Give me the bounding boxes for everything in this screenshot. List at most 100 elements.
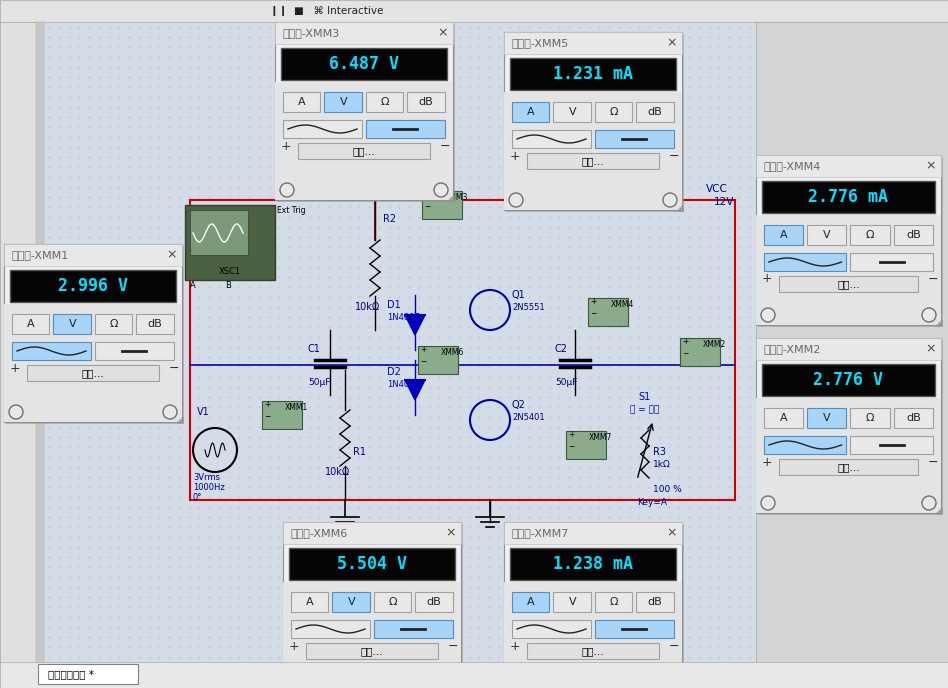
Text: XMM5: XMM5 [533, 133, 556, 142]
Text: 设置...: 设置... [582, 156, 604, 166]
Bar [291, 620, 370, 638]
Bar [12, 342, 91, 360]
Text: R1: R1 [353, 447, 366, 457]
Text: B: B [225, 281, 231, 290]
Bar [636, 102, 674, 122]
Bar [185, 205, 275, 280]
Bar [764, 253, 847, 271]
Text: D1: D1 [387, 300, 401, 310]
Text: +: + [762, 272, 773, 286]
Text: 2.776 V: 2.776 V [813, 371, 884, 389]
Bar [566, 431, 606, 459]
Text: −: − [590, 309, 596, 318]
Text: 1kΩ: 1kΩ [653, 460, 671, 469]
Bar [527, 643, 659, 659]
Bar [850, 436, 933, 454]
Text: R3: R3 [653, 447, 666, 457]
Bar [44, 22, 756, 664]
Bar [512, 102, 550, 122]
Bar [756, 22, 948, 664]
Text: A: A [190, 281, 195, 290]
Text: −: − [420, 357, 427, 366]
Bar [283, 92, 320, 112]
Bar [4, 304, 182, 422]
Text: −: − [928, 272, 939, 286]
Circle shape [509, 193, 523, 207]
Text: ×: × [666, 36, 677, 50]
Bar [894, 408, 933, 428]
Bar [554, 592, 591, 612]
Text: A: A [527, 107, 535, 117]
Bar [588, 298, 628, 326]
Bar [504, 92, 682, 210]
Bar [283, 582, 461, 685]
Circle shape [761, 308, 775, 322]
Text: 12V: 12V [714, 197, 735, 207]
Text: VCC: VCC [706, 184, 728, 194]
Text: XMM2: XMM2 [703, 340, 726, 349]
Text: dB: dB [906, 230, 921, 240]
Bar [4, 244, 182, 422]
Bar [6, 246, 184, 424]
Text: 功率放大电路 *: 功率放大电路 * [48, 669, 94, 679]
Text: XSC1: XSC1 [219, 268, 241, 277]
Bar [512, 130, 591, 148]
Bar [764, 436, 847, 454]
Text: +: + [568, 430, 574, 439]
Bar [504, 32, 682, 210]
Text: dB: dB [427, 597, 442, 607]
Text: V: V [347, 597, 356, 607]
Text: Ω: Ω [610, 597, 618, 607]
Bar [504, 32, 682, 54]
Text: +: + [682, 337, 688, 346]
Bar [95, 342, 174, 360]
Text: ×: × [167, 248, 177, 261]
Text: 0°: 0° [193, 493, 202, 502]
Text: −: − [169, 361, 179, 374]
Text: XMM3: XMM3 [445, 193, 468, 202]
Text: 设置...: 设置... [353, 146, 375, 156]
Text: +: + [590, 297, 596, 306]
Text: 50μF: 50μF [308, 378, 330, 387]
Bar [504, 522, 682, 544]
Bar [289, 548, 455, 580]
Text: +: + [264, 400, 270, 409]
Circle shape [509, 668, 523, 682]
Text: Ω: Ω [380, 97, 389, 107]
Circle shape [9, 405, 23, 419]
Bar [277, 24, 455, 202]
Bar [38, 664, 138, 684]
Bar [422, 191, 462, 219]
Bar [762, 364, 935, 396]
Bar [137, 314, 174, 334]
Bar [27, 365, 159, 381]
Bar [0, 22, 36, 664]
Bar [283, 522, 461, 544]
Bar [510, 58, 676, 90]
Circle shape [163, 405, 177, 419]
Bar [275, 22, 453, 44]
Text: 万用表-XMM6: 万用表-XMM6 [291, 528, 348, 538]
Text: −: − [668, 640, 680, 652]
Text: Ω: Ω [110, 319, 118, 329]
Text: C2: C2 [555, 344, 568, 354]
Bar [758, 157, 943, 327]
Text: V: V [823, 413, 830, 423]
Bar [762, 181, 935, 213]
Bar [756, 155, 941, 177]
Polygon shape [405, 315, 425, 335]
Bar [779, 276, 918, 292]
Text: Ω: Ω [389, 597, 397, 607]
Text: −: − [264, 412, 270, 421]
Text: +: + [10, 361, 21, 374]
Text: XMM4: XMM4 [611, 300, 634, 309]
Text: +: + [510, 149, 520, 162]
Text: R2: R2 [383, 214, 396, 224]
Text: 设置...: 设置... [582, 646, 604, 656]
Circle shape [193, 428, 237, 472]
Text: 1.238 mA: 1.238 mA [553, 555, 633, 573]
Text: 键 = 空格: 键 = 空格 [630, 405, 660, 414]
Text: 1N4007: 1N4007 [387, 380, 420, 389]
Circle shape [663, 668, 677, 682]
Text: V: V [339, 97, 347, 107]
